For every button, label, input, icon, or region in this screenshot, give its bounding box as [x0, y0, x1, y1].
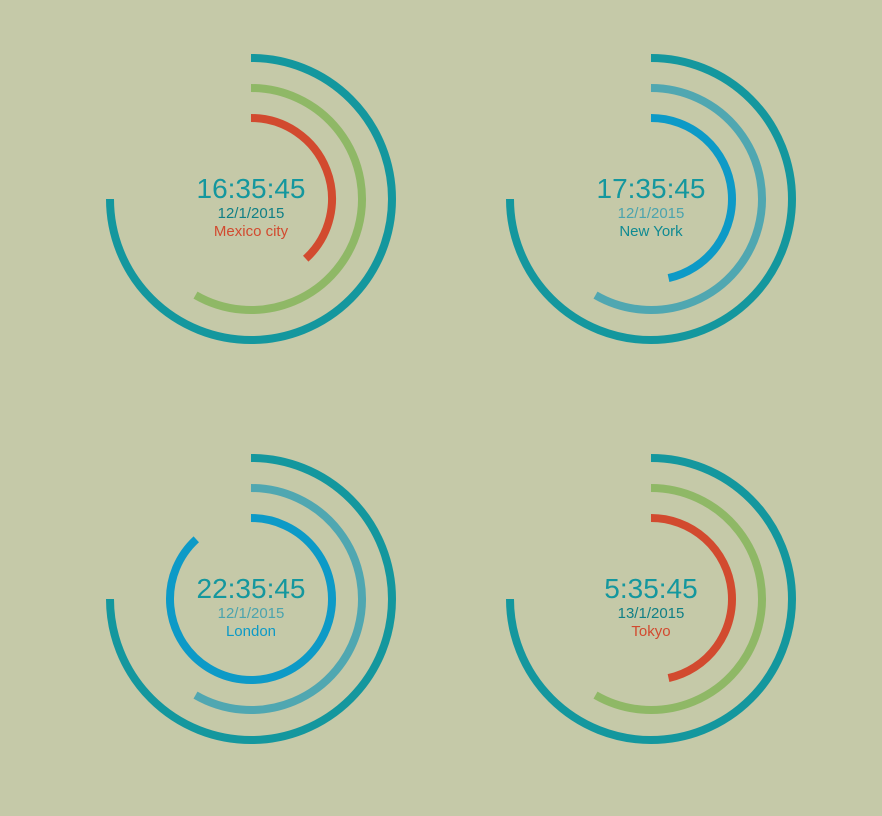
clock-london: 22:35:45 12/1/2015 London: [101, 449, 401, 749]
clock-date: 12/1/2015: [617, 205, 685, 222]
hour-ring: [650, 514, 736, 682]
hour-ring: [650, 114, 736, 282]
second-ring: [106, 454, 396, 744]
clock-tokyo: 5:35:45 13/1/2015 Tokyo: [501, 449, 801, 749]
clock-city: Mexico city: [213, 223, 289, 240]
clock-time: 5:35:45: [604, 573, 698, 604]
clock-rings: [506, 454, 796, 744]
clock-rings: [506, 54, 796, 344]
minute-ring: [193, 84, 366, 314]
minute-ring: [593, 484, 766, 714]
minute-ring: [593, 84, 766, 314]
clock-city: New York: [619, 223, 683, 240]
minute-ring: [193, 484, 366, 714]
second-ring: [506, 54, 796, 344]
clock-rings: [106, 454, 396, 744]
hour-ring: [250, 114, 336, 262]
second-ring: [506, 454, 796, 744]
clock-date: 12/1/2015: [217, 605, 285, 622]
clock-city: Tokyo: [631, 623, 671, 640]
clock-time: 17:35:45: [596, 173, 706, 204]
clock-date: 12/1/2015: [217, 205, 285, 222]
clock-date: 13/1/2015: [617, 605, 685, 622]
hour-ring: [166, 514, 336, 684]
clock-mexico-city: 16:35:45 12/1/2015 Mexico city: [101, 49, 401, 349]
clock-time: 16:35:45: [196, 173, 306, 204]
clock-time: 22:35:45: [196, 573, 306, 604]
clock-rings: [106, 54, 396, 344]
clock-new-york: 17:35:45 12/1/2015 New York: [501, 49, 801, 349]
second-ring: [106, 54, 396, 344]
clock-city: London: [225, 623, 277, 640]
